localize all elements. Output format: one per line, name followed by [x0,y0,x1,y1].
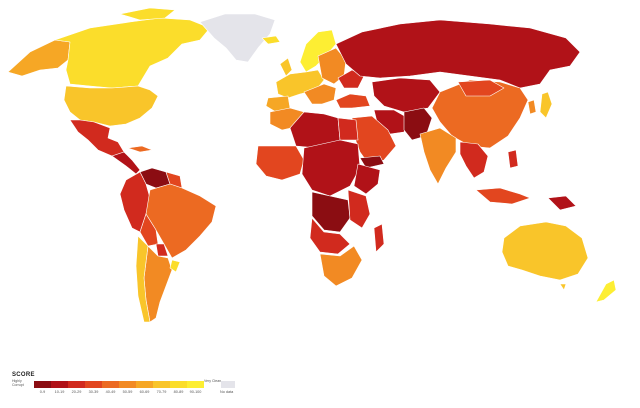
legend-tick-label: 70-79 [156,390,167,394]
region-indonesia[interactable] [475,187,531,205]
legend-swatch [187,381,204,388]
region-alaska[interactable] [7,39,71,77]
region-ukraine[interactable] [337,69,365,89]
region-mongolia[interactable] [457,79,505,97]
legend-title: SCORE [12,372,35,378]
legend-tick-label: 80-89 [173,390,184,394]
region-russia[interactable] [335,19,581,89]
legend-tick-label: 30-39 [88,390,99,394]
region-uruguay[interactable] [169,259,181,273]
legend-low-label: Highly Corrupt [12,379,24,387]
legend-swatch [102,381,119,388]
legend-swatch [51,381,68,388]
region-tasmania[interactable] [559,283,567,291]
legend-swatch [153,381,170,388]
legend-swatch [136,381,153,388]
region-turkey[interactable] [335,93,371,109]
region-west-africa[interactable] [255,145,305,181]
region-png[interactable] [547,195,577,211]
region-central-africa[interactable] [301,139,361,197]
legend-tick-labels: 0-9 10-19 20-29 30-39 40-49 50-59 60-69 70-79 80… [34,390,204,394]
region-mexico[interactable] [69,119,125,157]
region-greenland[interactable] [199,13,276,63]
region-china[interactable] [431,79,529,149]
region-uk[interactable] [279,57,293,77]
region-caribbean[interactable] [127,145,153,153]
legend-swatch [34,381,51,388]
region-new-zealand[interactable] [595,279,617,303]
legend-tick-label: 40-49 [105,390,116,394]
legend-tick-label: 20-29 [71,390,82,394]
legend-tick-label: 10-19 [54,390,65,394]
region-central-america[interactable] [111,151,141,175]
region-madagascar[interactable] [373,223,385,253]
region-east-africa[interactable] [347,189,371,229]
legend-swatch [85,381,102,388]
region-horn-africa[interactable] [353,163,381,195]
region-arabia[interactable] [351,115,397,167]
region-chile[interactable] [135,235,151,323]
world-map [7,7,617,323]
region-southern-africa[interactable] [319,245,363,287]
region-canada-islands[interactable] [119,7,176,21]
region-australia[interactable] [501,221,589,281]
region-bolivia[interactable] [139,213,159,247]
legend-no-data-label: No data [220,390,234,394]
region-southeast-asia[interactable] [459,141,489,179]
region-yemen[interactable] [359,155,385,169]
region-korea[interactable] [527,99,537,115]
legend-no-data-swatch [221,381,235,388]
region-japan[interactable] [539,91,553,119]
region-india[interactable] [419,127,457,185]
region-southern-europe[interactable] [303,83,337,105]
legend-tick-label: 60-69 [139,390,150,394]
legend-high-label: Very Clean [204,379,222,383]
legend-tick-label: 50-59 [122,390,133,394]
region-canada[interactable] [54,17,211,89]
legend-tick-label: 90-100 [189,390,202,394]
legend-swatch [119,381,136,388]
legend-color-scale [34,381,204,388]
legend-swatch [68,381,85,388]
legend-tick-label: 0-9 [39,390,46,394]
legend-swatch [170,381,187,388]
region-central-asia[interactable] [371,77,441,113]
region-egypt[interactable] [337,117,359,141]
region-iceland[interactable] [261,35,281,45]
region-philippines[interactable] [507,149,519,169]
score-legend: SCORE Highly Corrupt Very Clean 0-9 10-19… [10,372,260,404]
region-usa[interactable] [63,85,159,127]
region-paraguay[interactable] [155,243,169,257]
region-congo[interactable] [311,191,351,233]
region-southern-central-africa[interactable] [309,217,351,255]
